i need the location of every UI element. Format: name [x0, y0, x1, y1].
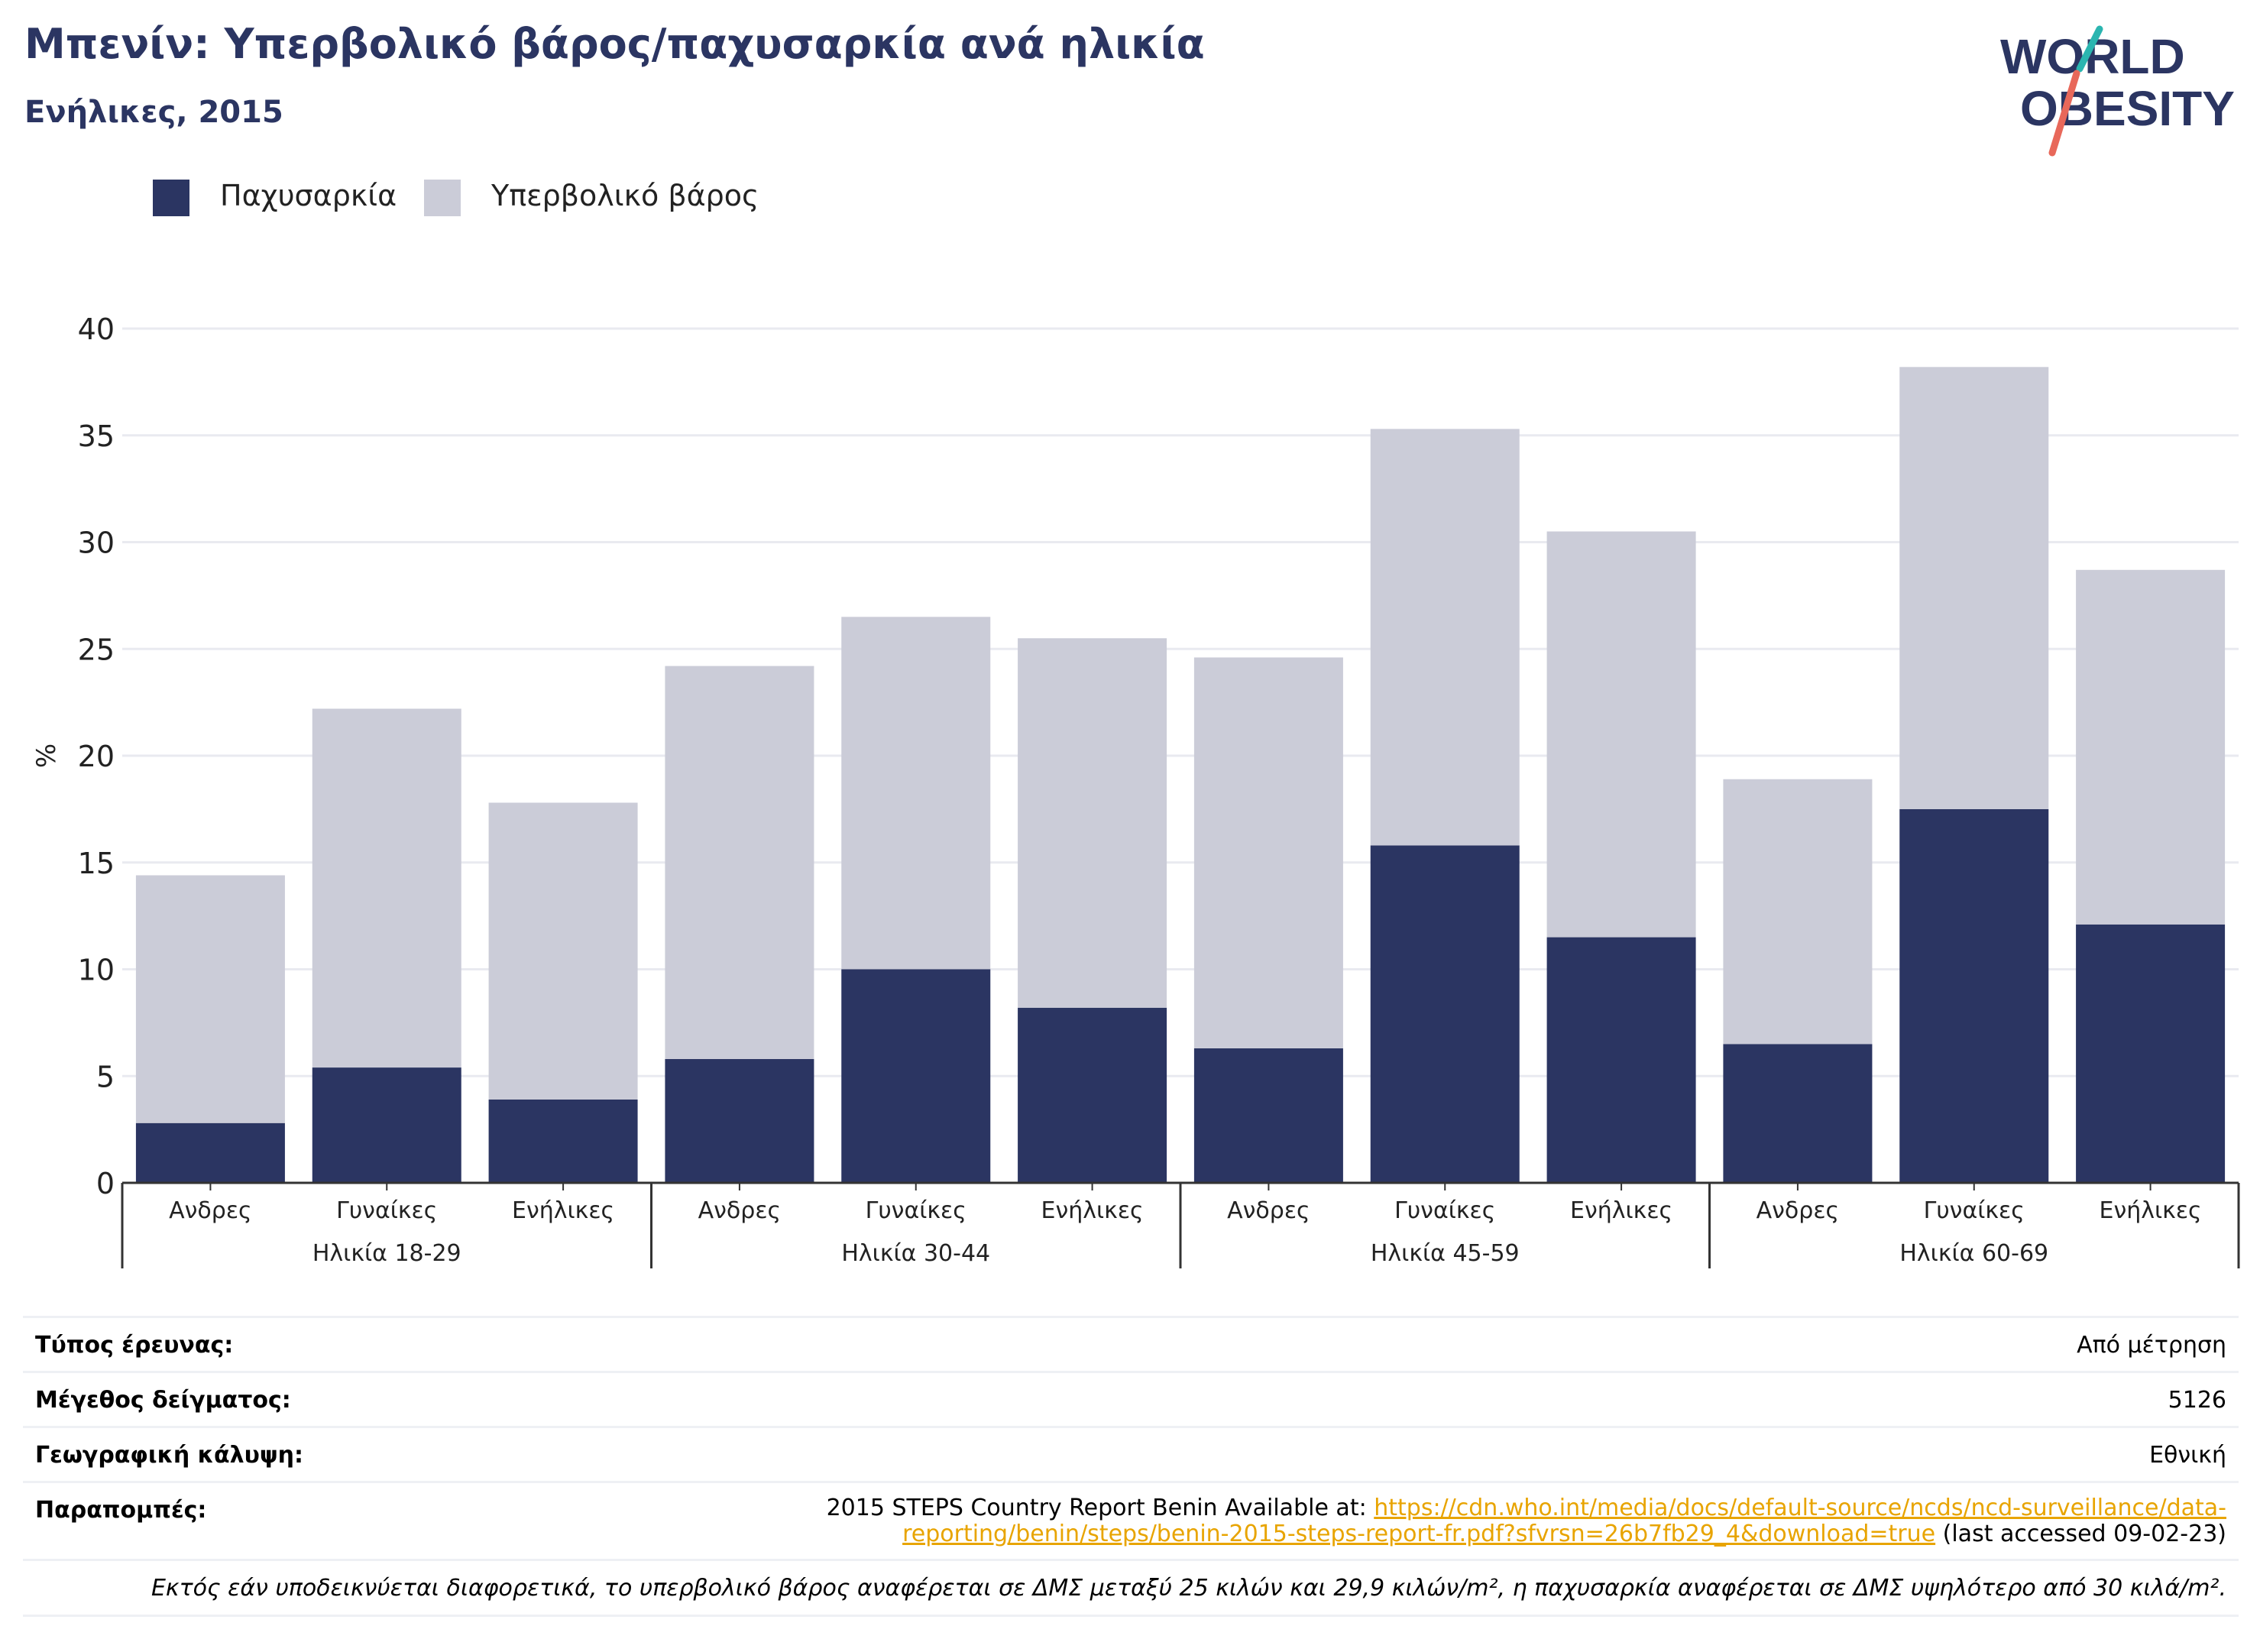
y-tick-label: 20	[78, 740, 115, 773]
logo-slash-red	[2048, 70, 2080, 157]
bar-overweight	[1193, 657, 1343, 1048]
bar-overweight	[135, 875, 285, 1123]
bar-overweight	[488, 802, 638, 1100]
y-tick-label: 25	[78, 633, 115, 666]
bar-obesity	[1899, 808, 2049, 1183]
coverage-label: Γεωγραφική κάλυψη:	[35, 1442, 304, 1469]
x-category-label: Γυναίκες	[866, 1197, 966, 1224]
x-category-label: Ανδρες	[698, 1197, 782, 1224]
legend-swatch-obesity	[153, 180, 189, 216]
bar-obesity	[1193, 1048, 1343, 1183]
coverage-value: Εθνική	[2149, 1442, 2226, 1469]
survey-type-label: Τύπος έρευνας:	[35, 1332, 234, 1359]
x-category-label: Ενήλικες	[1570, 1197, 1672, 1224]
ref-link-part2[interactable]: reporting/benin/steps/benin-2015-steps-r…	[902, 1521, 1936, 1547]
sample-size-value: 5126	[2168, 1387, 2226, 1414]
x-category-label: Ανδρες	[169, 1197, 252, 1224]
logo-line2: OBESITY	[2020, 81, 2235, 136]
y-tick-label: 40	[78, 313, 115, 346]
bar-obesity	[841, 969, 991, 1183]
ref-prefix: 2015 STEPS Country Report Benin Availabl…	[826, 1495, 1374, 1521]
references-value: 2015 STEPS Country Report Benin Availabl…	[827, 1495, 2226, 1547]
legend-swatch-overweight	[424, 180, 461, 216]
legend-label-obesity: Παχυσαρκία	[220, 179, 397, 212]
x-category-label: Γυναίκες	[336, 1197, 437, 1224]
y-tick-label: 15	[78, 847, 115, 880]
references-label: Παραπομπές:	[35, 1497, 207, 1524]
bar-obesity	[312, 1067, 461, 1183]
bar-obesity	[1370, 845, 1520, 1183]
info-row-survey-type: Τύπος έρευνας: Από μέτρηση	[23, 1316, 2239, 1372]
y-tick-label: 0	[96, 1167, 115, 1200]
info-row-references: Παραπομπές: 2015 STEPS Country Report Be…	[23, 1481, 2239, 1560]
ref-link-part1[interactable]: https://cdn.who.int/media/docs/default-s…	[1374, 1495, 2226, 1521]
bar-obesity	[2076, 924, 2226, 1183]
chart-title: Μπενίν: Υπερβολικό βάρος/παχυσαρκία ανά …	[24, 20, 1205, 68]
definition-note: Εκτός εάν υποδεικνύεται διαφορετικά, το …	[151, 1575, 2226, 1602]
legend-label-overweight: Υπερβολικό βάρος	[491, 179, 759, 212]
chart-subtitle: Ενήλικες, 2015	[24, 95, 283, 130]
x-category-label: Ανδρες	[1757, 1197, 1840, 1224]
x-category-label: Γυναίκες	[1394, 1197, 1495, 1224]
info-row-coverage: Γεωγραφική κάλυψη: Εθνική	[23, 1426, 2239, 1482]
info-row-sample-size: Μέγεθος δείγματος: 5126	[23, 1371, 2239, 1427]
bar-overweight	[1899, 367, 2049, 809]
stacked-bar-chart: 0 5 10 15 20 25 30 35 40% Ανδρες Γυναίκες Ενήλικες Α…	[31, 313, 2240, 1268]
x-group-label: Ηλικία 60-69	[1899, 1240, 2048, 1267]
x-group-label: Ηλικία 45-59	[1371, 1240, 1520, 1267]
info-row-note: Εκτός εάν υποδεικνύεται διαφορετικά, το …	[23, 1559, 2239, 1617]
y-tick-label: 10	[78, 954, 115, 987]
bar-overweight	[1546, 531, 1696, 938]
bar-obesity	[1723, 1044, 1873, 1183]
logo-slash-teal	[2076, 25, 2103, 73]
bar-obesity	[135, 1122, 285, 1183]
y-tick-label: 35	[78, 419, 115, 453]
x-group-label: Ηλικία 30-44	[841, 1240, 990, 1267]
ref-suffix: (last accessed 09-02-23)	[1935, 1521, 2226, 1547]
bar-obesity	[665, 1058, 814, 1183]
bar-obesity	[488, 1099, 638, 1183]
x-category-label: Ενήλικες	[512, 1197, 614, 1224]
x-category-label: Γυναίκες	[1924, 1197, 2025, 1224]
x-category-label: Ενήλικες	[2100, 1197, 2202, 1224]
x-category-label: Ανδρες	[1227, 1197, 1310, 1224]
y-tick-label: 5	[96, 1060, 115, 1093]
bar-overweight	[312, 708, 461, 1068]
x-group-label: Ηλικία 18-29	[312, 1240, 461, 1267]
bar-overweight	[841, 617, 991, 970]
bar-obesity	[1546, 937, 1696, 1183]
survey-type-value: Από μέτρηση	[2077, 1332, 2226, 1359]
bar-overweight	[1018, 638, 1167, 1008]
bar-obesity	[1018, 1007, 1167, 1183]
bar-overweight	[1370, 429, 1520, 846]
bar-overweight	[1723, 779, 1873, 1045]
y-axis-label: %	[31, 743, 62, 768]
bar-overweight	[2076, 569, 2226, 925]
world-obesity-logo: WORLD OBESITY	[2000, 25, 2235, 157]
x-category-label: Ενήλικες	[1041, 1197, 1144, 1224]
bar-overweight	[665, 666, 814, 1059]
sample-size-label: Μέγεθος δείγματος:	[35, 1387, 291, 1414]
y-tick-label: 30	[78, 526, 115, 560]
